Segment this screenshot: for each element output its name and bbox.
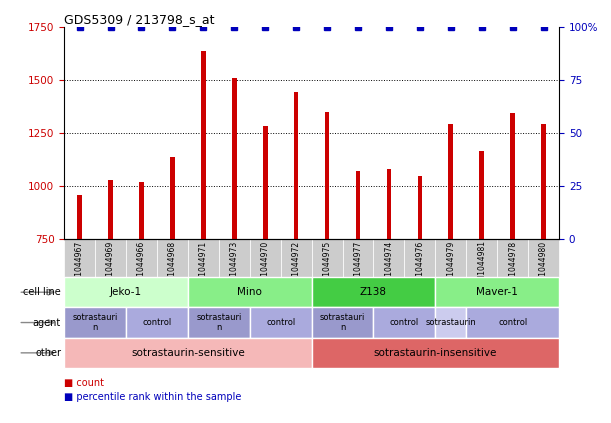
Text: Jeko-1: Jeko-1 — [110, 287, 142, 297]
Bar — [541, 124, 546, 239]
Text: sotrastauri
n: sotrastauri n — [320, 313, 365, 332]
Text: control: control — [498, 318, 527, 327]
Text: ■ count: ■ count — [64, 378, 104, 388]
Text: control: control — [390, 318, 419, 327]
Text: Maver-1: Maver-1 — [476, 287, 518, 297]
Bar — [356, 171, 360, 239]
Bar — [510, 113, 515, 239]
Bar — [417, 176, 422, 239]
Bar — [201, 51, 206, 239]
Text: ■ percentile rank within the sample: ■ percentile rank within the sample — [64, 392, 241, 402]
Text: control: control — [266, 318, 295, 327]
Bar — [263, 126, 268, 239]
Text: GDS5309 / 213798_s_at: GDS5309 / 213798_s_at — [64, 14, 214, 26]
Bar — [108, 180, 113, 239]
Text: sotrastauri
n: sotrastauri n — [72, 313, 118, 332]
Bar — [387, 169, 391, 239]
Text: cell line: cell line — [23, 287, 61, 297]
Text: sotrastaurin: sotrastaurin — [425, 318, 476, 327]
Text: sotrastaurin-sensitive: sotrastaurin-sensitive — [131, 348, 245, 358]
Bar — [139, 182, 144, 239]
Bar — [232, 78, 236, 239]
Text: Mino: Mino — [237, 287, 262, 297]
Text: control: control — [142, 318, 172, 327]
Text: sotrastauri
n: sotrastauri n — [196, 313, 241, 332]
Bar — [325, 112, 329, 239]
Bar — [480, 151, 484, 239]
Bar — [78, 195, 82, 239]
Text: other: other — [35, 348, 61, 358]
Bar — [294, 92, 298, 239]
Text: sotrastaurin-insensitive: sotrastaurin-insensitive — [374, 348, 497, 358]
Text: Z138: Z138 — [360, 287, 387, 297]
Bar — [448, 124, 453, 239]
Bar — [170, 157, 175, 239]
Text: agent: agent — [33, 318, 61, 327]
